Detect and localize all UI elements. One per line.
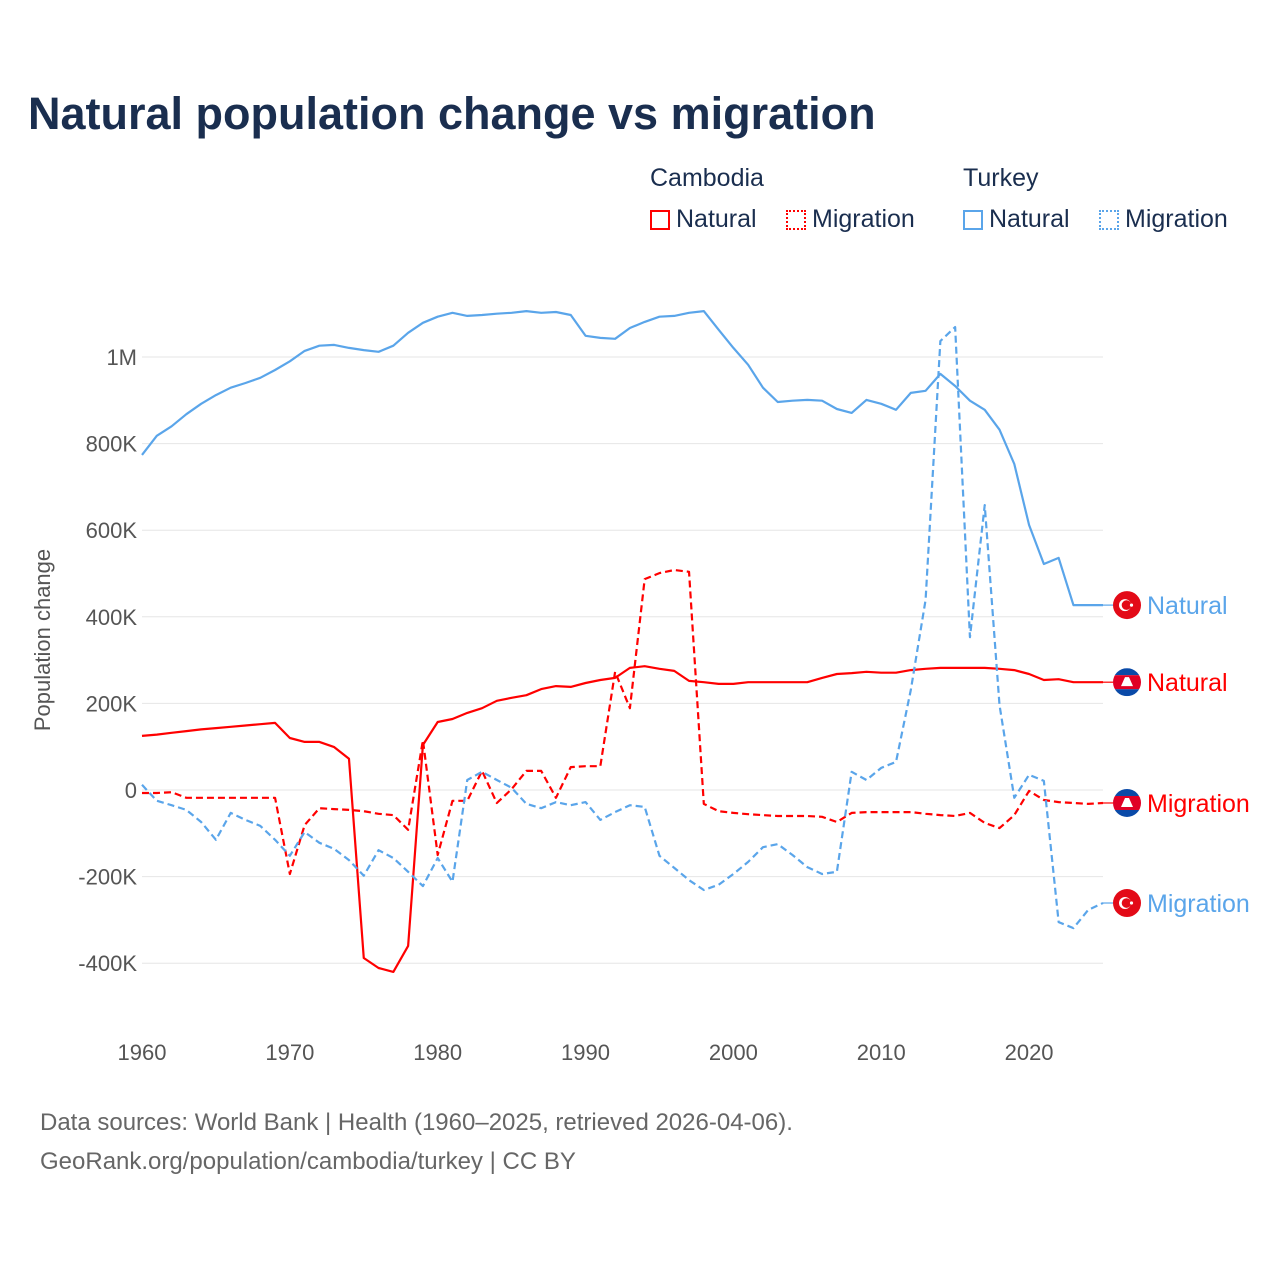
series-line-cambodia-natural (141, 665, 1103, 974)
y-tick-label: 600K (86, 518, 138, 543)
series-end-label: Natural (1147, 669, 1228, 697)
y-tick-label: -400K (78, 951, 137, 976)
flag-temple (1121, 797, 1133, 807)
y-axis-label: Population change (30, 549, 55, 731)
x-tick-label: 2020 (1005, 1040, 1054, 1065)
x-tick-label: 1990 (561, 1040, 610, 1065)
series-line-turkey-migration (141, 326, 1104, 930)
flag-crescent-cut (1121, 898, 1132, 908)
footer-link[interactable]: GeoRank.org/population/cambodia/turkey |… (40, 1148, 576, 1175)
flag-star (1129, 603, 1134, 607)
flag-temple (1121, 677, 1133, 687)
y-tick-label: 400K (86, 605, 138, 630)
legend-label: Migration (1125, 205, 1228, 233)
y-tick-label: 800K (86, 432, 138, 457)
x-tick-label: 1970 (265, 1040, 314, 1065)
x-tick-label: 2000 (709, 1040, 758, 1065)
series-end-label: Migration (1147, 790, 1250, 818)
x-tick-label: 2010 (857, 1040, 906, 1065)
legend-turkey-migration[interactable]: Migration (1099, 205, 1228, 234)
y-tick-label: 200K (86, 691, 138, 716)
legend-swatch-dotted (1099, 209, 1119, 230)
chart-title: Natural population change vs migration (28, 88, 876, 139)
legend-cambodia-natural[interactable]: Natural (650, 205, 757, 234)
legend-group-cambodia: Cambodia (650, 164, 764, 192)
series-line-turkey-natural (141, 310, 1103, 607)
y-tick-label: -200K (78, 865, 137, 890)
x-tick-label: 1980 (413, 1040, 462, 1065)
legend-turkey-natural[interactable]: Natural (963, 205, 1070, 234)
series-end-label: Migration (1147, 890, 1250, 918)
flag-crescent-cut (1121, 600, 1132, 610)
series-end-label: Natural (1147, 592, 1228, 620)
legend-label: Migration (812, 205, 915, 233)
legend-group-turkey: Turkey (963, 164, 1039, 192)
x-tick-label: 1960 (118, 1040, 167, 1065)
flag-star (1129, 901, 1134, 905)
legend-label: Natural (676, 205, 757, 233)
y-tick-label: 1M (106, 345, 137, 370)
y-tick-label: 0 (125, 778, 137, 803)
footer-sources: Data sources: World Bank | Health (1960–… (40, 1109, 793, 1136)
legend-cambodia-migration[interactable]: Migration (786, 205, 915, 234)
legend-label: Natural (989, 205, 1070, 233)
legend-swatch-solid (963, 209, 983, 230)
legend-swatch-solid (650, 209, 670, 230)
series-line-cambodia-migration (142, 568, 1104, 876)
legend-swatch-dotted (786, 209, 806, 230)
